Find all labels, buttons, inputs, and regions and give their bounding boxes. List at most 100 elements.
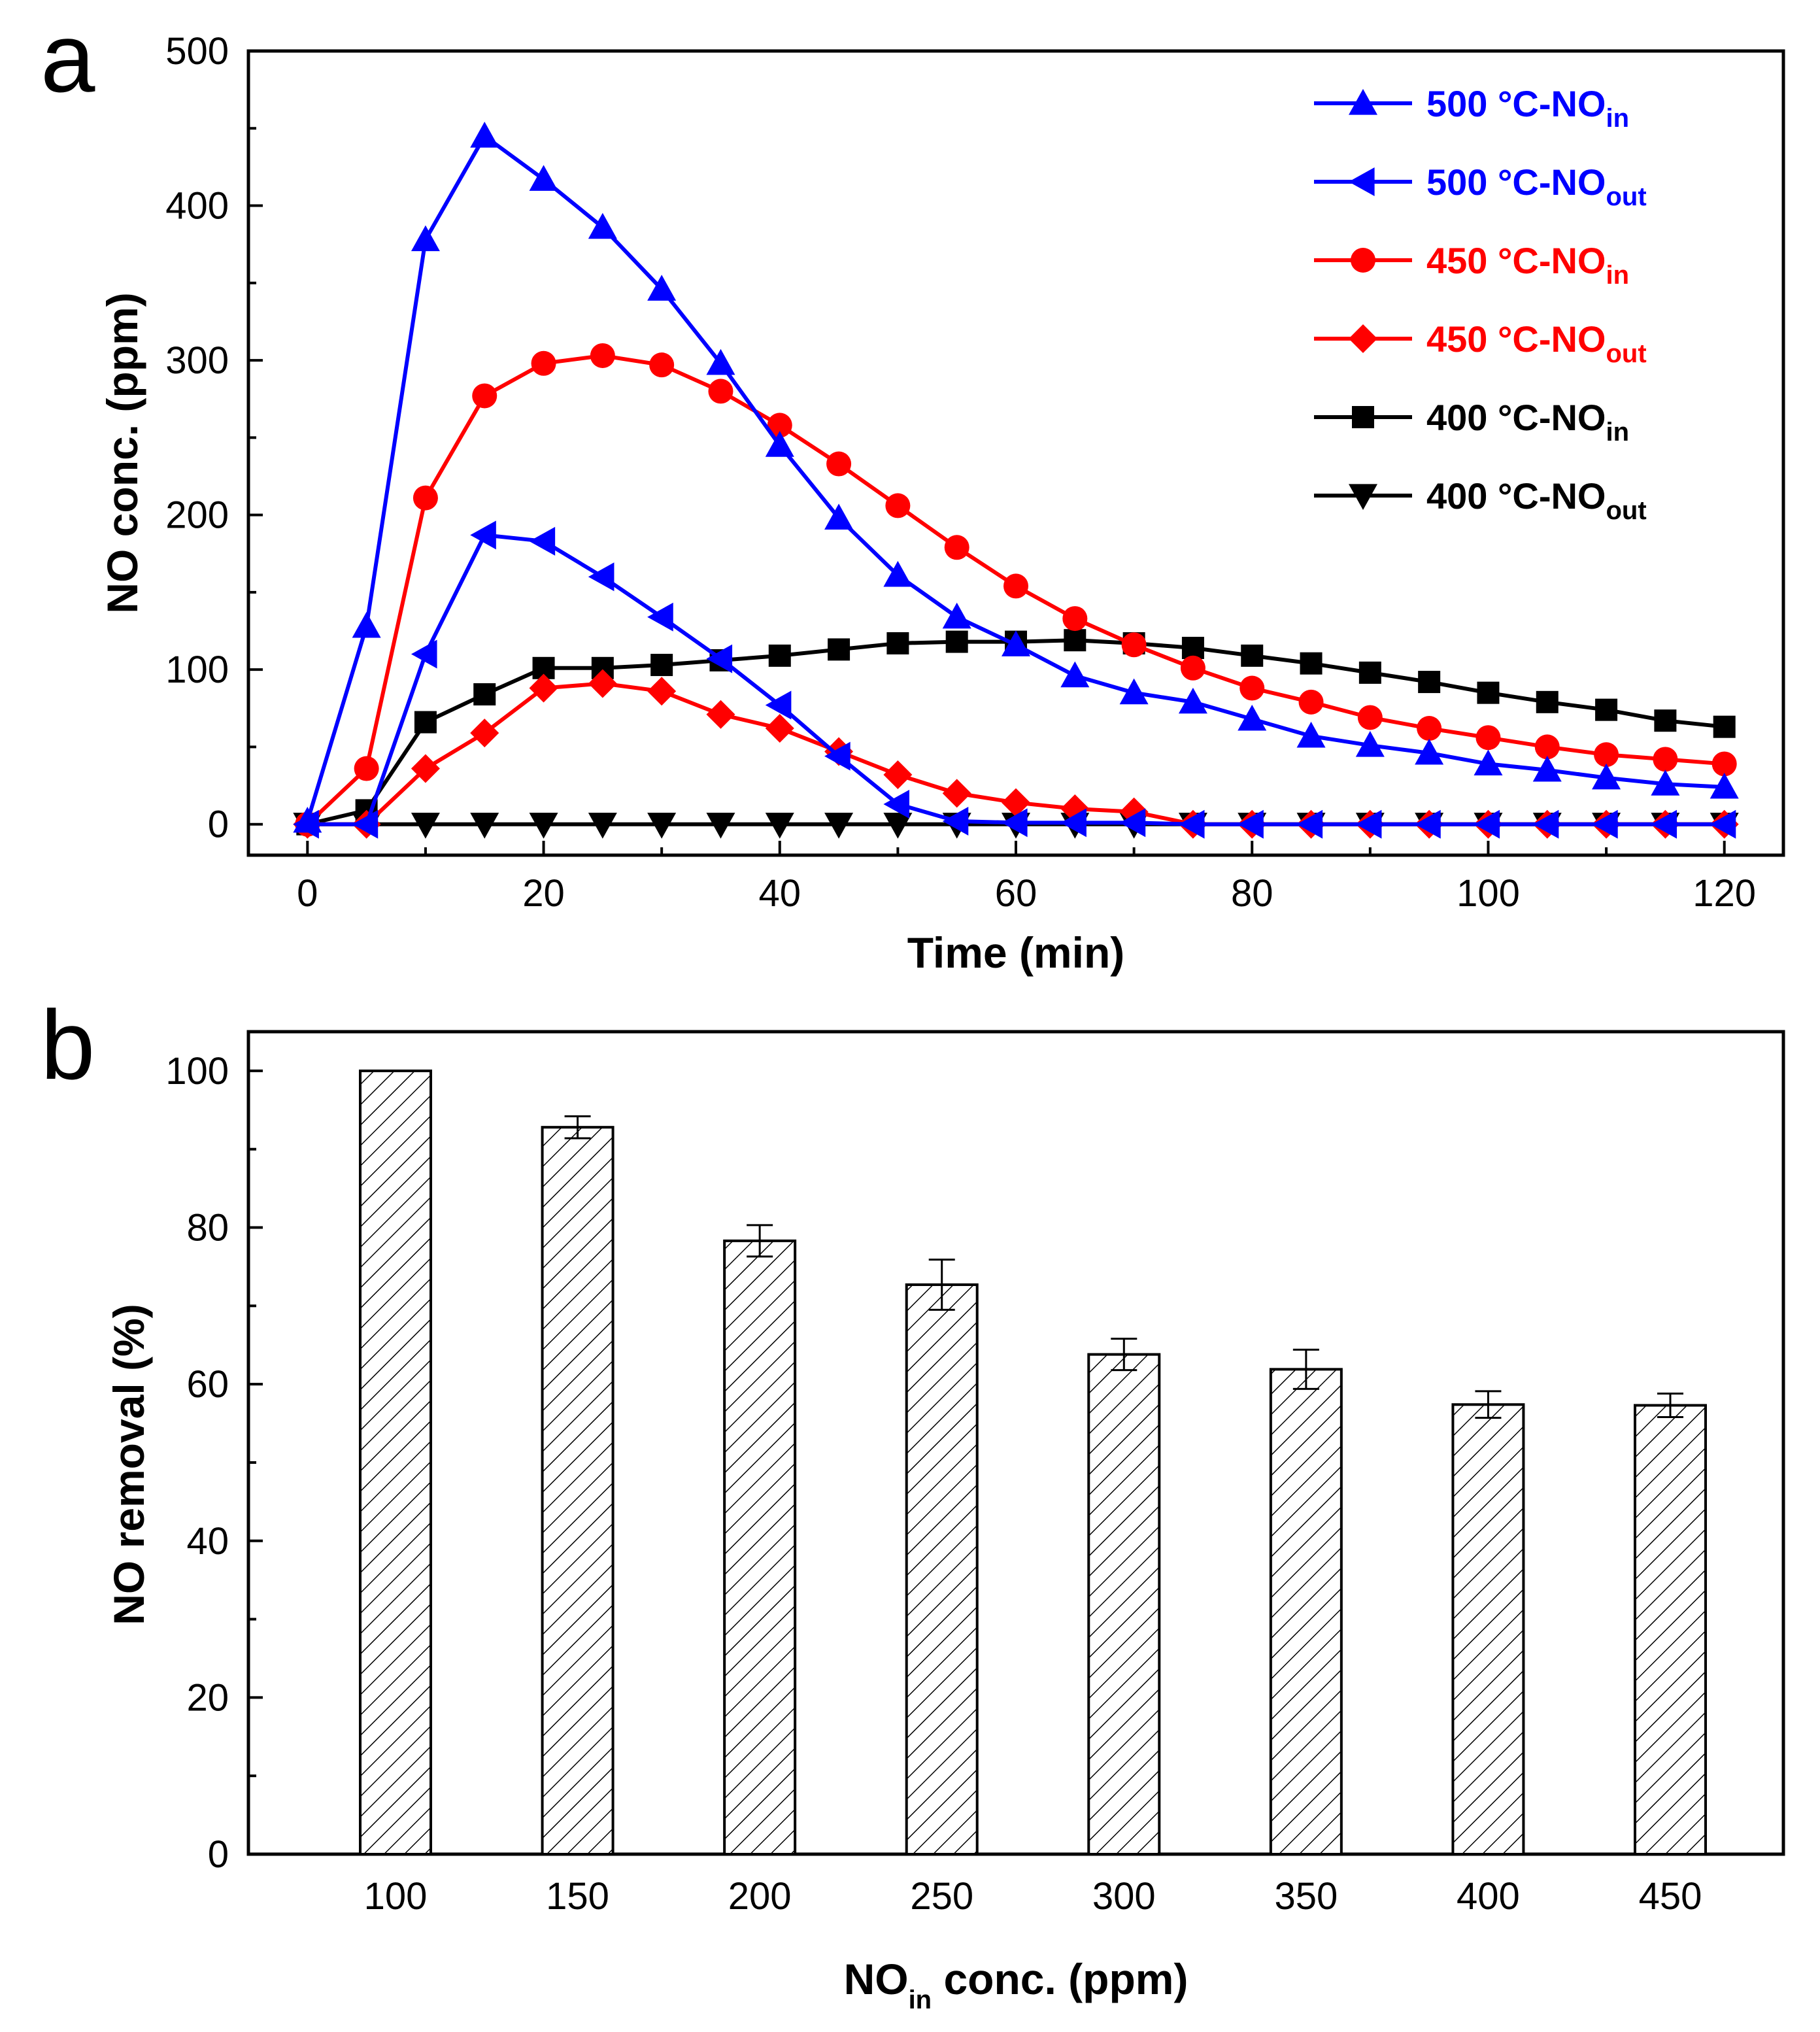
data-point <box>1710 772 1739 799</box>
legend-label-sub: out <box>1606 339 1646 368</box>
data-point <box>1651 809 1677 839</box>
bar <box>905 1283 979 1855</box>
series-500-c-no-out <box>293 520 1736 839</box>
legend-label-main: 450 °C-NO <box>1426 318 1606 360</box>
data-point <box>1534 734 1560 760</box>
data-point <box>826 451 852 477</box>
data-point <box>590 343 615 368</box>
bar <box>1087 1353 1161 1855</box>
legend-marker <box>1349 167 1375 196</box>
y-tick-label-a: 0 <box>208 804 229 846</box>
data-point <box>1592 809 1618 839</box>
y-axis-title-a: NO conc. (ppm) <box>98 292 146 613</box>
data-point <box>1594 742 1619 768</box>
y-tick-label-a: 100 <box>165 649 229 691</box>
legend-entry: 400 °C-NOin <box>1314 397 1629 447</box>
data-point <box>824 741 851 771</box>
data-point <box>1710 809 1736 839</box>
data-point <box>765 690 792 720</box>
bar-group <box>905 1259 979 1855</box>
data-point <box>1296 809 1323 839</box>
data-point <box>765 714 794 743</box>
y-tick-label-a: 300 <box>165 339 229 382</box>
data-point <box>529 673 558 703</box>
data-point <box>1178 809 1205 839</box>
series-group-a <box>293 122 1739 839</box>
legend-label: 400 °C-NOin <box>1426 397 1629 447</box>
legend-marker <box>1351 248 1375 273</box>
data-point <box>1002 788 1030 817</box>
data-point <box>1003 573 1028 599</box>
line-chart-panel-a: 0 20 40 60 80 100 120 0 100 200 300 400 500 500 °C-N… <box>98 30 1785 977</box>
data-point <box>765 431 794 457</box>
data-point <box>883 760 913 789</box>
data-point <box>706 644 733 673</box>
data-point <box>1119 678 1149 705</box>
y-tick-label-b: 60 <box>186 1363 229 1406</box>
legend-entry: 500 °C-NOin <box>1314 83 1629 133</box>
x-tick-label-b: 450 <box>1639 1875 1702 1918</box>
data-point <box>1180 655 1205 681</box>
data-point <box>588 562 615 592</box>
data-point <box>588 212 617 239</box>
data-point <box>354 756 379 781</box>
x-tick-label-a: 20 <box>522 872 565 915</box>
x-tick-label-b: 200 <box>728 1875 792 1918</box>
legend-label: 500 °C-NOin <box>1426 83 1629 133</box>
data-point <box>824 503 854 530</box>
bar <box>1451 1403 1525 1855</box>
legend-marker <box>1349 484 1377 510</box>
x-axis-title-b-main: NO <box>844 1955 909 2003</box>
y-tick-label-a: 200 <box>165 494 229 537</box>
x-axis-title-b-sub: in <box>909 1986 932 2014</box>
bar-group <box>1451 1390 1525 1855</box>
data-point <box>1474 809 1500 839</box>
y-tick-label-b: 80 <box>186 1207 229 1249</box>
data-point <box>1592 763 1621 790</box>
data-point <box>472 383 497 409</box>
data-point <box>411 639 437 669</box>
data-point <box>1178 687 1207 714</box>
bar-chart-panel-b: 0 20 40 60 80 100 100 150 200 250 300 350 400 450 NOi… <box>105 1030 1785 2014</box>
x-tick-label-a: 60 <box>995 872 1037 915</box>
data-point <box>945 630 968 653</box>
data-point <box>647 677 677 706</box>
y-tick-label-b: 100 <box>165 1050 229 1092</box>
data-point <box>411 754 440 783</box>
data-point <box>767 413 792 438</box>
y-tick-label-b: 0 <box>208 1833 229 1876</box>
data-point <box>1002 630 1030 656</box>
bar <box>723 1239 797 1856</box>
x-axis-title-b: NOin conc. (ppm) <box>844 1955 1188 2014</box>
data-point <box>1357 705 1383 730</box>
data-point <box>411 813 440 839</box>
data-point <box>470 520 496 550</box>
legend-label-sub: in <box>1606 104 1629 133</box>
bar-group <box>1087 1338 1161 1855</box>
data-point <box>352 611 381 638</box>
legend-entry: 500 °C-NOout <box>1314 161 1647 211</box>
data-point <box>706 813 735 839</box>
data-point <box>411 225 440 252</box>
data-point <box>708 379 733 404</box>
x-axis-title-b-rest: conc. (ppm) <box>932 1955 1188 2003</box>
legend-label-main: 450 °C-NO <box>1426 240 1606 281</box>
panel-label-b: b <box>41 990 95 1100</box>
data-point <box>886 632 909 654</box>
tick-labels-a: 0 20 40 60 80 100 120 0 100 200 300 400 500 <box>165 30 1756 915</box>
data-point <box>352 809 379 839</box>
legend-label-main: 500 °C-NO <box>1426 161 1606 203</box>
tick-labels-b: 0 20 40 60 80 100 100 150 200 250 300 350 400 450 <box>165 1050 1702 1918</box>
data-point <box>706 348 735 375</box>
data-point <box>529 526 556 556</box>
legend-label-main: 400 °C-NO <box>1426 475 1606 516</box>
data-point <box>1238 704 1267 731</box>
data-point <box>531 350 556 376</box>
x-tick-label-a: 40 <box>759 872 801 915</box>
data-point <box>1298 689 1324 715</box>
x-tick-label-b: 250 <box>910 1875 973 1918</box>
legend-label-main: 500 °C-NO <box>1426 83 1606 124</box>
data-point <box>649 352 675 378</box>
